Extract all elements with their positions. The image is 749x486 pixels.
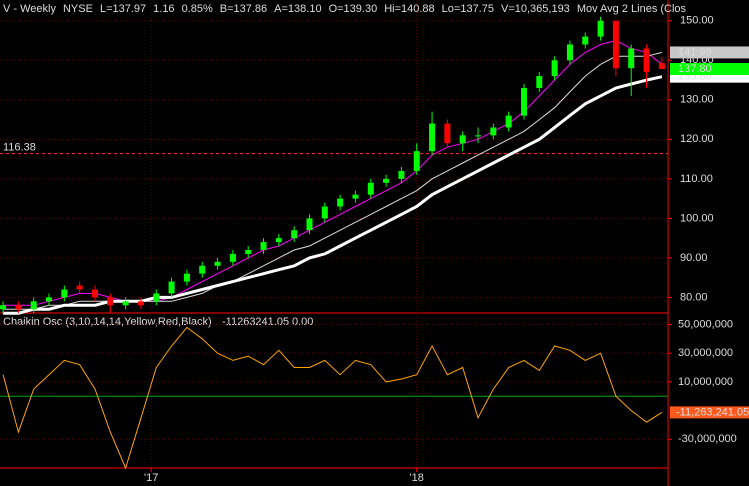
candle-body (183, 273, 190, 282)
candle-body (566, 44, 573, 61)
candle-body (628, 48, 635, 69)
header-item: NYSE (63, 3, 93, 15)
last-marker (670, 62, 749, 75)
header-item: 1.16 (153, 3, 174, 15)
candle-body (429, 123, 436, 152)
last-marker (670, 46, 749, 59)
candle-body (260, 242, 267, 250)
candle-body (612, 20, 619, 69)
osc-last: -11263241.05 (222, 316, 289, 328)
osc-line (2, 326, 663, 470)
candle-body (107, 297, 114, 306)
candle-body (15, 305, 22, 310)
candle-body (199, 265, 206, 274)
candle-body (551, 60, 558, 77)
candle-body (91, 289, 98, 298)
candle-body (413, 151, 420, 171)
candle-body (520, 87, 527, 116)
candle-body (383, 178, 390, 183)
candle-body (137, 301, 144, 306)
last-marker-label: -11,263,241.05 (676, 406, 749, 418)
candle-body (444, 123, 451, 144)
candle-body (46, 297, 53, 302)
candle-body (245, 249, 252, 254)
candle-body (61, 289, 68, 298)
header-item: V=10,365,193 (501, 3, 570, 15)
candle-body (658, 63, 665, 69)
candle-body (459, 135, 466, 144)
candle-body (352, 194, 359, 199)
osc-signal: 0.00 (292, 316, 313, 328)
y-tick-label: 80.00 (680, 291, 708, 303)
y-tick-label: 90.00 (680, 252, 708, 264)
candle-body (582, 36, 589, 45)
candle-body (321, 206, 328, 219)
last-marker-label: 137.80 (678, 63, 712, 75)
header-item: L=137.97 (100, 3, 146, 15)
y-tick-label: 150.00 (680, 15, 714, 27)
candle-body (398, 170, 405, 179)
header-item: Lo=137.75 (442, 3, 494, 15)
y-tick-label: 30,000,000 (678, 347, 733, 359)
last-marker-label: 141.99 (678, 46, 712, 58)
candle-body (214, 261, 221, 266)
header-item: A=138.10 (274, 3, 321, 15)
x-tick-label: '17 (144, 472, 158, 484)
osc-title: Chaikin Osc (3,10,14,14,Yellow,Red,Black… (3, 316, 212, 328)
candle-body (0, 305, 7, 310)
candle-body (367, 182, 374, 195)
header-item: O=139.30 (329, 3, 378, 15)
candle-body (536, 76, 543, 88)
candle-body (490, 127, 497, 136)
y-tick-label: -30,000,000 (678, 433, 737, 445)
candle-body (643, 48, 650, 73)
candle-body (505, 115, 512, 128)
y-tick-label: 130.00 (680, 94, 714, 106)
candle-body (597, 20, 604, 37)
candle-body (76, 285, 83, 290)
header-item: Mov Avg 2 Lines (Clos (577, 3, 687, 15)
candle-body (275, 238, 282, 243)
candle-body (30, 301, 37, 310)
candle-body (122, 301, 129, 306)
candle-body (229, 253, 236, 262)
y-tick-label: 120.00 (680, 133, 714, 145)
header-item: Hi=140.88 (384, 3, 434, 15)
y-tick-label: 10,000,000 (678, 376, 733, 388)
y-tick-label: 110.00 (680, 173, 713, 185)
y-tick-label: 100.00 (680, 212, 714, 224)
candle-body (475, 135, 482, 137)
candle-body (337, 198, 344, 207)
y-tick-label: 50,000,000 (678, 318, 733, 330)
x-tick-label: '18 (410, 472, 424, 484)
candle-body (291, 230, 298, 239)
candle-body (168, 281, 175, 294)
candle-body (306, 218, 313, 231)
header-item: 0.85% (182, 3, 213, 15)
header-item: B=137.86 (220, 3, 267, 15)
reference-label: 116.38 (3, 142, 36, 154)
last-marker (670, 406, 749, 419)
header-item: V - Weekly (3, 3, 56, 15)
candle-body (153, 293, 160, 302)
